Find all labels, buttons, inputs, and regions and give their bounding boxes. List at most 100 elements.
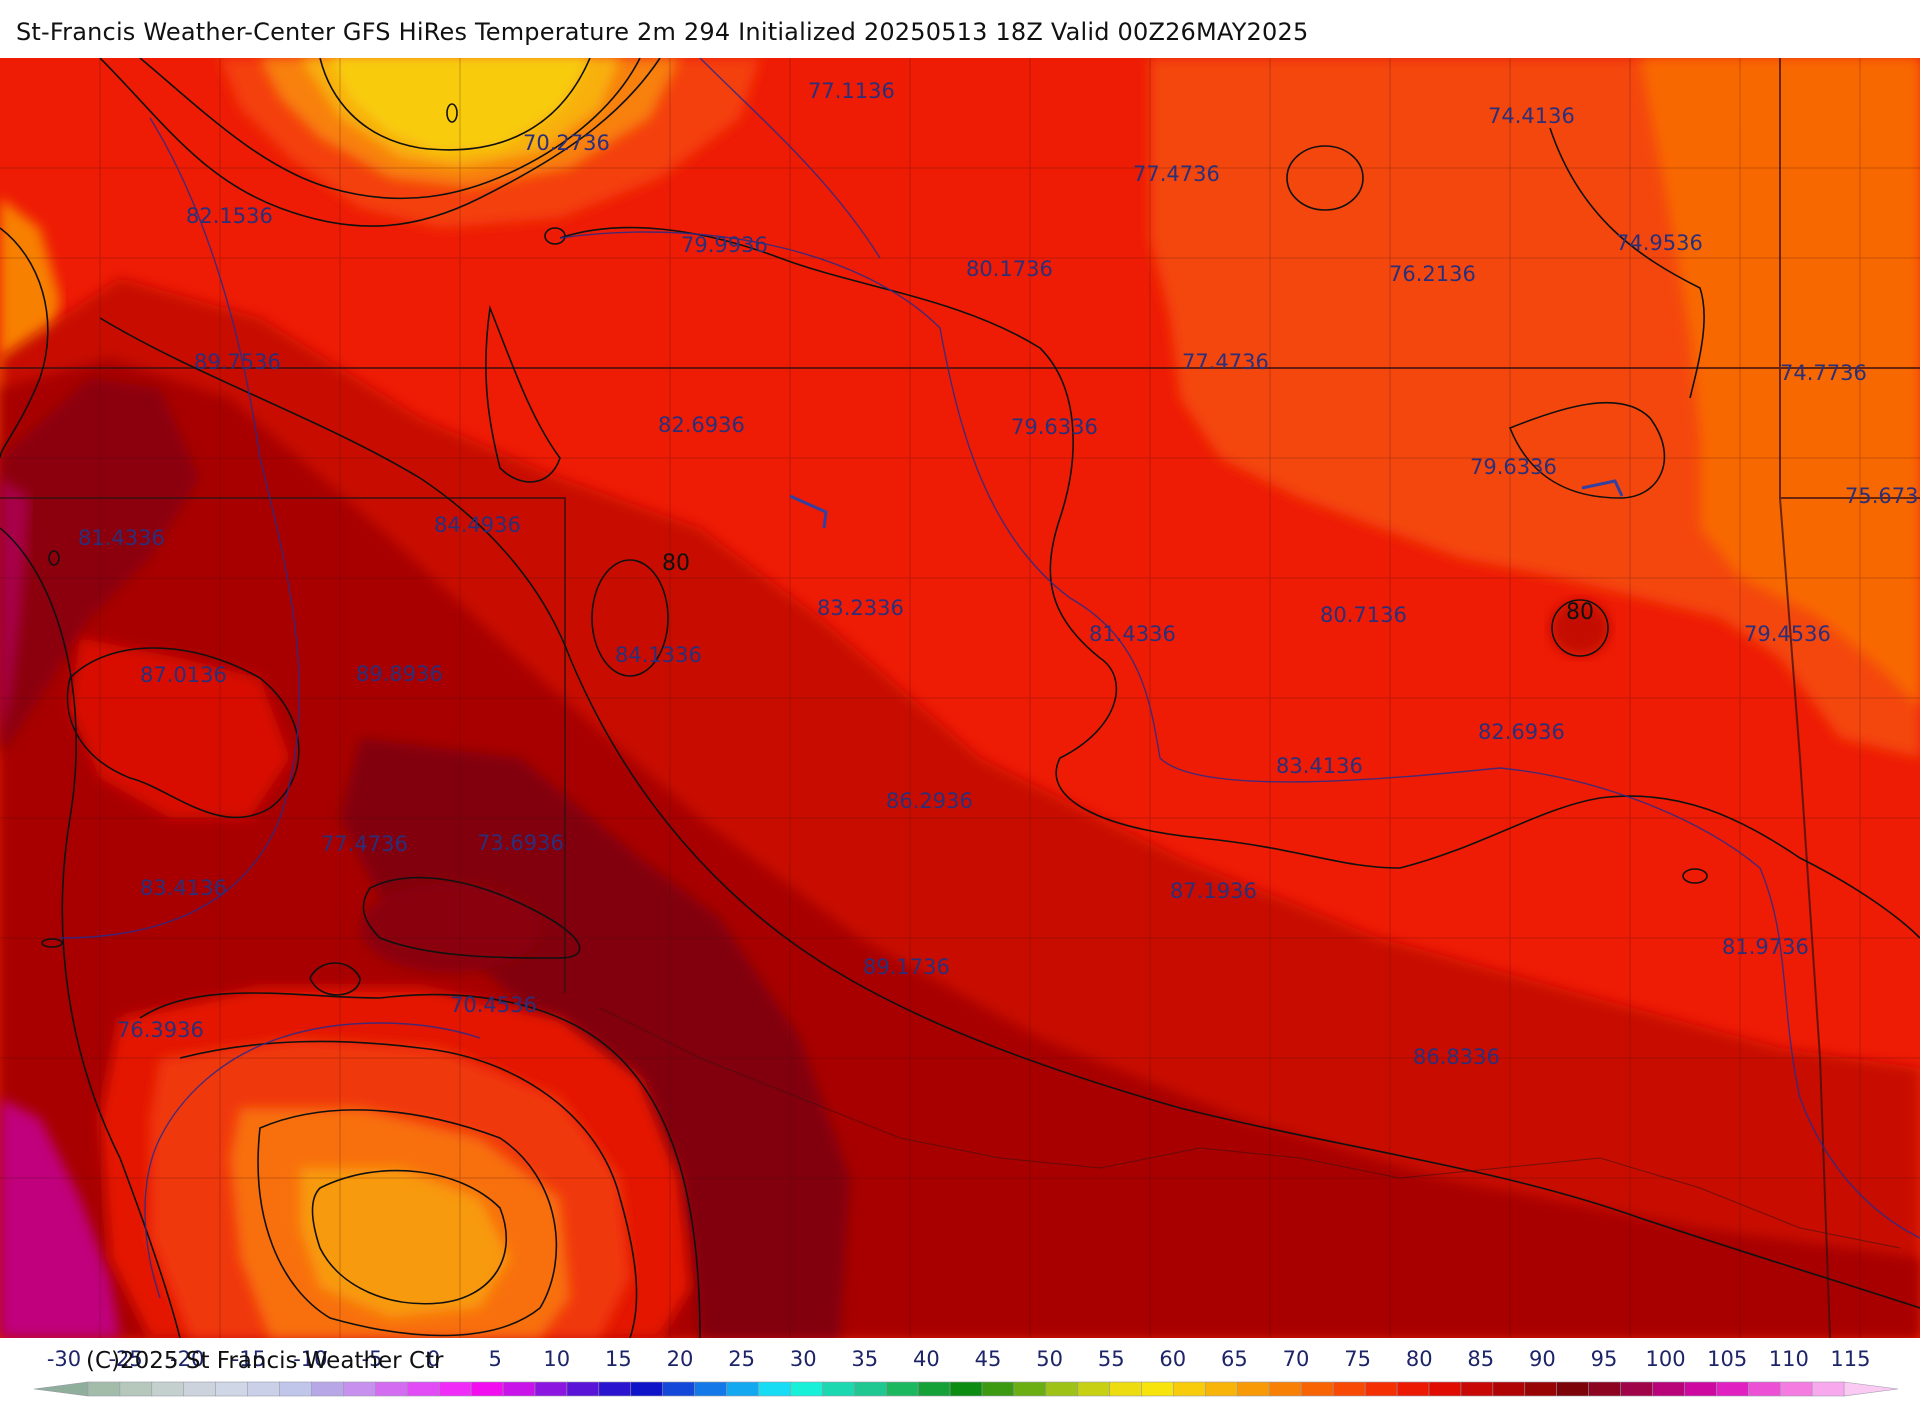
temp-label: 74.7736 bbox=[1780, 361, 1867, 385]
legend-swatch bbox=[1811, 1381, 1845, 1397]
legend-tick-label: 30 bbox=[790, 1347, 817, 1371]
cool-spot-west bbox=[70, 638, 290, 818]
legend-swatch bbox=[1300, 1381, 1334, 1397]
legend-swatch bbox=[1141, 1381, 1175, 1397]
temp-label: 74.4136 bbox=[1488, 104, 1575, 128]
legend-tick-label: -25 bbox=[108, 1347, 142, 1371]
legend-swatch bbox=[1269, 1381, 1303, 1397]
legend-swatch bbox=[949, 1381, 983, 1397]
legend-tick-label: 75 bbox=[1344, 1347, 1371, 1371]
legend-tick-label: 20 bbox=[667, 1347, 694, 1371]
legend-swatch bbox=[1779, 1381, 1813, 1397]
legend-swatch bbox=[311, 1381, 345, 1397]
temp-label: 86.8336 bbox=[1413, 1045, 1500, 1069]
legend-swatch bbox=[1013, 1381, 1047, 1397]
legend-tick-label: 15 bbox=[605, 1347, 632, 1371]
legend-swatch bbox=[790, 1381, 824, 1397]
legend-swatch bbox=[1237, 1381, 1271, 1397]
legend-swatch bbox=[502, 1381, 536, 1397]
temperature-map[interactable]: 77.1136 70.2736 74.4136 77.4736 82.1536 … bbox=[0, 58, 1920, 1338]
temp-label: 70.4536 bbox=[450, 993, 537, 1017]
legend-swatch bbox=[183, 1381, 217, 1397]
temp-label: 79.6336 bbox=[1011, 415, 1098, 439]
temp-label: 79.9936 bbox=[681, 233, 768, 257]
temp-label: 89.7536 bbox=[194, 350, 281, 374]
temp-label: 84.4936 bbox=[434, 513, 521, 537]
legend-tick-label: 45 bbox=[975, 1347, 1002, 1371]
legend-swatch bbox=[566, 1381, 600, 1397]
temp-label: 77.4736 bbox=[321, 832, 408, 856]
legend-ticks: -30 -25 -20 -15 -10 -5 0 5 10 15 20 25 30 35 40 45 50 55 6… bbox=[47, 1347, 1871, 1371]
legend-swatches bbox=[33, 1381, 1899, 1397]
legend-tick-label: 100 bbox=[1646, 1347, 1686, 1371]
legend-swatch bbox=[694, 1381, 728, 1397]
wind-barbs bbox=[789, 479, 1624, 529]
color-legend: -30 -25 -20 -15 -10 -5 0 5 10 15 20 25 30 35 40 45 50 55 6… bbox=[0, 1338, 1920, 1400]
legend-swatch bbox=[726, 1381, 760, 1397]
legend-tick-label: 55 bbox=[1098, 1347, 1125, 1371]
temp-label: 81.9736 bbox=[1722, 935, 1809, 959]
legend-swatch bbox=[662, 1381, 696, 1397]
state-borders bbox=[0, 58, 1920, 1338]
legend-tick-label: 85 bbox=[1467, 1347, 1494, 1371]
legend-tick-label: 65 bbox=[1221, 1347, 1248, 1371]
legend-swatch bbox=[1428, 1381, 1462, 1397]
legend-tick-label: 0 bbox=[427, 1347, 440, 1371]
copyright-text: (C)2025 St Francis Weather Ctr bbox=[86, 1348, 444, 1374]
temp-label: 76.2136 bbox=[1389, 262, 1476, 286]
legend-tick-label: 80 bbox=[1406, 1347, 1433, 1371]
temp-label: 89.8936 bbox=[356, 662, 443, 686]
legend-swatch bbox=[151, 1381, 185, 1397]
legend-tick-label: 90 bbox=[1529, 1347, 1556, 1371]
legend-tick-label: -15 bbox=[232, 1347, 266, 1371]
contour-label: 80 bbox=[662, 551, 690, 576]
contour-label: 80 bbox=[1566, 600, 1594, 625]
legend-tick-label: 60 bbox=[1159, 1347, 1186, 1371]
legend-swatch bbox=[279, 1381, 313, 1397]
legend-swatch bbox=[1173, 1381, 1207, 1397]
county-lines bbox=[0, 58, 1920, 1338]
legend-swatch bbox=[1045, 1381, 1079, 1397]
legend-swatch bbox=[87, 1381, 121, 1397]
legend-swatch bbox=[406, 1381, 440, 1397]
magenta-southwest bbox=[0, 1098, 120, 1338]
legend-tick-label: -5 bbox=[362, 1347, 383, 1371]
legend-swatch bbox=[1524, 1381, 1558, 1397]
cool-region-north-4 bbox=[330, 58, 590, 153]
legend-swatch bbox=[885, 1381, 919, 1397]
isotherm-contours bbox=[0, 58, 1920, 1338]
temp-label: 81.4336 bbox=[1089, 622, 1176, 646]
legend-swatch bbox=[470, 1381, 504, 1397]
legend-swatch bbox=[247, 1381, 281, 1397]
legend-tick-label: 70 bbox=[1283, 1347, 1310, 1371]
legend-swatch bbox=[343, 1381, 377, 1397]
legend-swatch bbox=[1332, 1381, 1366, 1397]
legend-tick-label: 50 bbox=[1036, 1347, 1063, 1371]
legend-swatch bbox=[119, 1381, 153, 1397]
legend-swatch bbox=[1716, 1381, 1750, 1397]
legend-swatch bbox=[1205, 1381, 1239, 1397]
legend-swatch bbox=[630, 1381, 664, 1397]
temp-label: 79.4536 bbox=[1744, 622, 1831, 646]
temp-label: 82.6936 bbox=[1478, 720, 1565, 744]
legend-tick-label: 95 bbox=[1591, 1347, 1618, 1371]
temp-label: 83.4136 bbox=[1276, 754, 1363, 778]
legend-tick-label: -20 bbox=[170, 1347, 204, 1371]
legend-swatch bbox=[1588, 1381, 1622, 1397]
legend-swatch bbox=[1109, 1381, 1143, 1397]
legend-swatch bbox=[1460, 1381, 1494, 1397]
legend-tick-label: 110 bbox=[1769, 1347, 1809, 1371]
legend-swatch bbox=[1492, 1381, 1526, 1397]
temp-label: 82.1536 bbox=[186, 204, 273, 228]
legend-swatch bbox=[917, 1381, 951, 1397]
legend-swatch bbox=[853, 1381, 887, 1397]
temp-label: 89.1736 bbox=[863, 955, 950, 979]
temp-label: 70.2736 bbox=[523, 131, 610, 155]
legend-swatch bbox=[438, 1381, 472, 1397]
legend-swatch bbox=[215, 1381, 249, 1397]
temp-label: 80.1736 bbox=[966, 257, 1053, 281]
legend-tick-label: 5 bbox=[489, 1347, 502, 1371]
legend-tick-label: 115 bbox=[1830, 1347, 1870, 1371]
legend-swatch bbox=[758, 1381, 792, 1397]
temp-label: 83.2336 bbox=[817, 596, 904, 620]
